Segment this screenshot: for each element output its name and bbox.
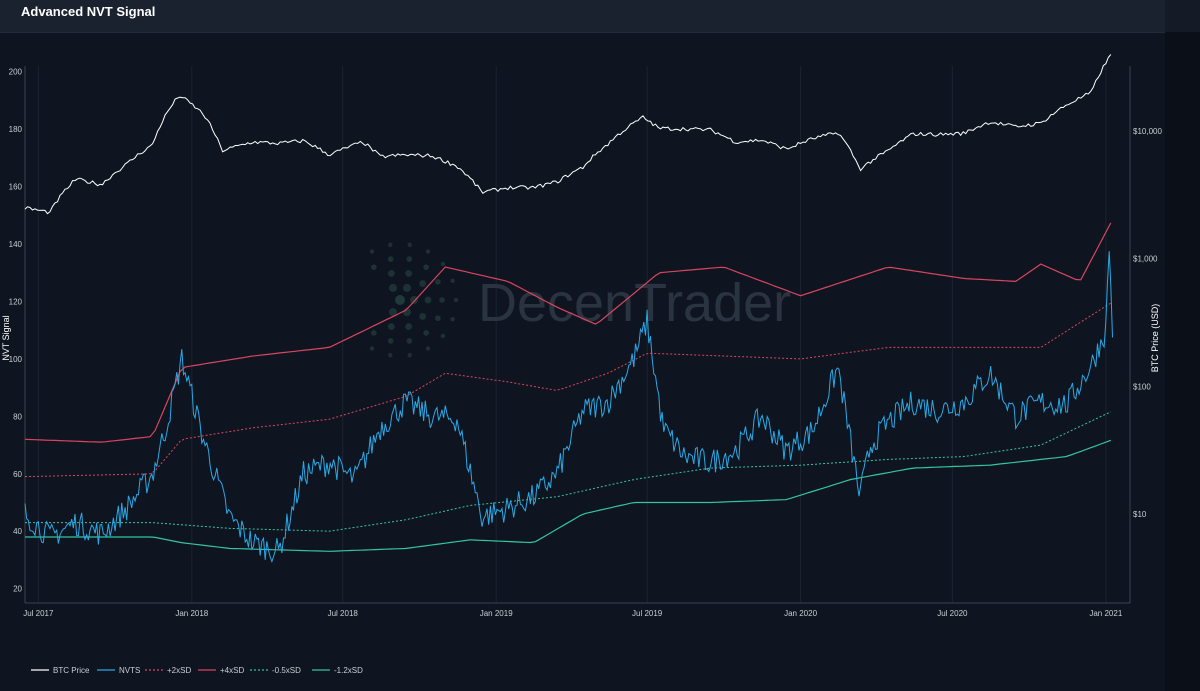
legend-label[interactable]: +2xSD [167, 666, 191, 675]
legend-label[interactable]: NVTS [119, 666, 140, 675]
x-tick-label: Jul 2019 [632, 609, 663, 618]
y2-tick-label: $10 [1133, 510, 1147, 519]
y2-tick-label: $10,000 [1133, 127, 1162, 136]
watermark-text: DecenTrader [478, 273, 791, 333]
legend: BTC Price NVTS +2xSD +4xSD -0.5xSD -1.2xSD [31, 666, 363, 675]
y-axis-title: NVT Signal [1, 315, 11, 360]
series-line--2xsd [24, 302, 1112, 478]
x-tick-label: Jan 2020 [784, 609, 817, 618]
y2-tick-label: $1,000 [1133, 255, 1158, 264]
header-bar: Advanced NVT Signal [0, 0, 1165, 33]
y-tick-label: 140 [9, 240, 23, 249]
y-tick-label: 40 [13, 527, 22, 536]
right-edge-topbar [1165, 0, 1200, 32]
nvt-chart[interactable]: DecenTrader 20 40 60 80 100 120 140 160 180 200 $1… [0, 0, 1165, 691]
y-tick-label: 180 [9, 125, 23, 134]
y2-tick-label: $100 [1133, 382, 1151, 391]
y-tick-label: 120 [9, 297, 23, 306]
x-tick-label: Jan 2021 [1089, 609, 1122, 618]
legend-label[interactable]: -1.2xSD [334, 666, 363, 675]
right-edge-strip [1165, 0, 1200, 691]
watermark-logo-icon [369, 242, 459, 358]
series-layer [24, 54, 1113, 564]
series-line-btc-price [24, 54, 1112, 215]
grid-lines [37, 66, 1107, 603]
series-line-nvts [24, 251, 1113, 564]
legend-label[interactable]: BTC Price [53, 666, 90, 675]
chart-panel [0, 33, 1165, 691]
y2-axis-title: BTC Price (USD) [1150, 304, 1160, 373]
legend-label[interactable]: +4xSD [220, 666, 244, 675]
axes [24, 66, 1131, 604]
y-tick-label: 80 [13, 412, 22, 421]
tick-labels: 20 40 60 80 100 120 140 160 180 200 $10 $100 $1,000 $… [9, 68, 1163, 618]
x-tick-label: Jul 2017 [23, 609, 54, 618]
x-tick-label: Jan 2018 [175, 609, 208, 618]
legend-label[interactable]: -0.5xSD [272, 666, 301, 675]
series-line--0-5xsd [25, 411, 1112, 532]
y-tick-label: 160 [9, 183, 23, 192]
y-tick-label: 60 [13, 470, 22, 479]
y-tick-label: 100 [9, 355, 23, 364]
watermark: DecenTrader [369, 242, 791, 358]
page-title: Advanced NVT Signal [21, 4, 156, 19]
series-line--1-2xsd [25, 439, 1112, 552]
x-tick-label: Jul 2020 [937, 609, 968, 618]
x-tick-label: Jan 2019 [480, 609, 513, 618]
series-line--4xsd [24, 222, 1112, 443]
x-tick-label: Jul 2018 [328, 609, 359, 618]
y-tick-label: 20 [13, 585, 22, 594]
y-tick-label: 200 [9, 68, 23, 77]
